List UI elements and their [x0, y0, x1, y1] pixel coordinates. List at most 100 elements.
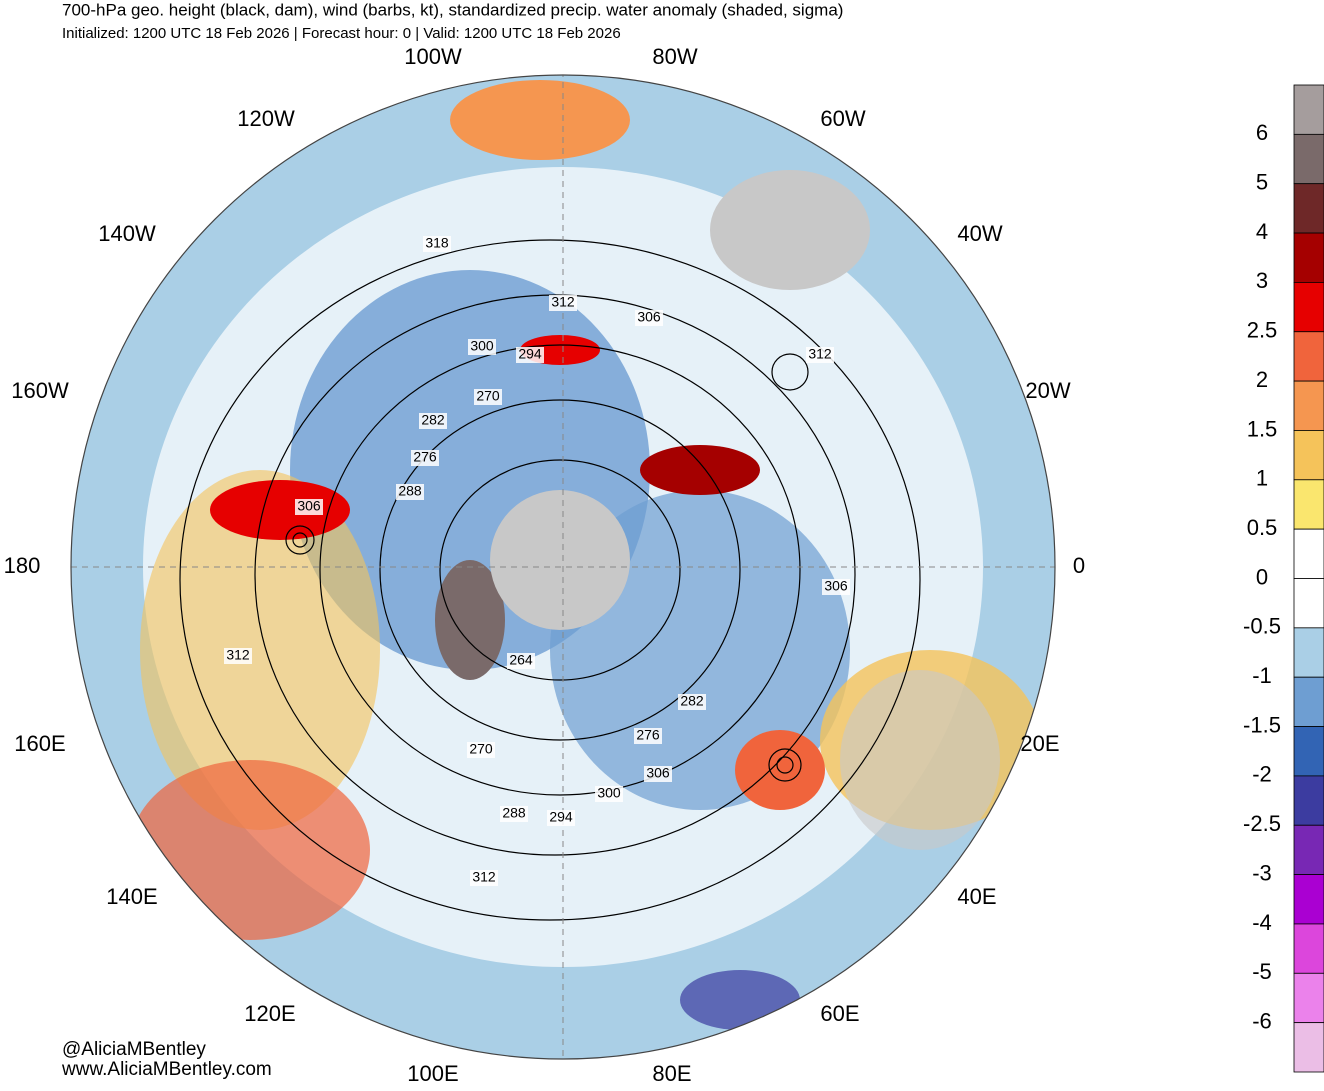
contour-label-bg: [468, 339, 496, 355]
contour-label: 300: [470, 338, 494, 354]
colorbar-box: [1293, 972, 1324, 1024]
contour-label: 276: [636, 727, 660, 743]
title: 700-hPa geo. height (black, dam), wind (…: [62, 0, 843, 19]
contour-label: 270: [469, 741, 493, 757]
colorbar-label: 2.5: [1247, 318, 1278, 343]
colorbar-label: 6: [1256, 120, 1268, 145]
colorbar-box: [1293, 627, 1324, 678]
colorbar-box: [1293, 824, 1324, 875]
longitude-label: 60W: [820, 106, 865, 131]
colorbar-box: [1293, 380, 1324, 431]
colorbar-box: [1293, 578, 1324, 629]
contour-label: 306: [824, 578, 848, 594]
contour-label: 306: [646, 765, 670, 781]
longitude-label: 100E: [407, 1061, 458, 1086]
colorbar-label: -1: [1252, 663, 1272, 688]
colorbar-box: [1293, 183, 1324, 234]
longitude-label: 40W: [957, 221, 1002, 246]
contour-label: 282: [421, 412, 445, 428]
longitude-label: 180: [4, 553, 41, 578]
colorbar-label: 0.5: [1247, 515, 1278, 540]
longitude-label: 80E: [652, 1061, 691, 1086]
longitude-label: 160E: [14, 731, 65, 756]
contour-label: 294: [518, 346, 542, 362]
contour-label-bg: [396, 484, 424, 500]
contour-label-bg: [224, 648, 252, 664]
contour-label: 282: [680, 693, 704, 709]
contour-label: 312: [226, 647, 250, 663]
longitude-labels: 100W 80W 60W 40W 20W 0 20E 40E 60E 80E 100E 120E 140…: [4, 44, 1085, 1086]
longitude-label: 100W: [404, 44, 462, 69]
contour-label-bg: [634, 728, 662, 744]
colorbar-box: [1293, 1022, 1324, 1073]
contour-label-bg: [635, 310, 663, 326]
subtitle: Initialized: 1200 UTC 18 Feb 2026 | Fore…: [62, 25, 621, 42]
colorbar-label: 2: [1256, 367, 1268, 392]
colorbar-label: 1: [1256, 466, 1268, 491]
contour-label-bg: [547, 810, 575, 826]
contour-label-bg: [467, 742, 495, 758]
contour-label: 288: [398, 483, 422, 499]
contour-label: 306: [637, 309, 661, 325]
longitude-label: 140E: [106, 884, 157, 909]
contour-label: 318: [425, 235, 449, 251]
contour-label-bg: [806, 347, 834, 363]
colorbar-box: [1293, 232, 1324, 283]
contour-label-bg: [295, 499, 323, 515]
colorbar-box: [1293, 84, 1324, 135]
colorbar-box: [1293, 775, 1324, 826]
contour-label-bg: [423, 236, 451, 252]
longitude-label: 0: [1073, 553, 1085, 578]
contour-label-bg: [411, 450, 439, 466]
colorbar-label: -5: [1252, 959, 1272, 984]
contour-label-bg: [595, 786, 623, 802]
map-border: [70, 74, 1056, 1060]
contour-label-bg: [516, 347, 544, 363]
longitude-label: 160W: [11, 378, 69, 403]
contour-label: 264: [509, 652, 533, 668]
colorbar-label: -0.5: [1243, 614, 1281, 639]
contour-label: 312: [551, 294, 575, 310]
colorbar-label: -2.5: [1243, 811, 1281, 836]
contour-label: 288: [502, 805, 526, 821]
contour-label: 276: [413, 449, 437, 465]
contour-labels: 318 312 306 312 300 294 270 282 276 288 306 306 312 2…: [224, 235, 850, 886]
contour-label: 300: [597, 785, 621, 801]
contour-label-bg: [507, 653, 535, 669]
contour-label-bg: [822, 579, 850, 595]
contour-label: 270: [476, 388, 500, 404]
contour-label-bg: [419, 413, 447, 429]
contour-label: 312: [472, 869, 496, 885]
contour-label-bg: [470, 870, 498, 886]
colorbar-box: [1293, 133, 1324, 185]
longitude-label: 120E: [244, 1001, 295, 1026]
contour-label-bg: [678, 694, 706, 710]
contour-label: 306: [297, 498, 321, 514]
longitude-label: 40E: [957, 884, 996, 909]
colorbar-label: 5: [1256, 170, 1268, 195]
colorbar-box: [1293, 281, 1324, 333]
credit: @AliciaMBentley: [62, 1039, 206, 1060]
colorbar: 6 5 4 3 2.5 2 1.5 1 0.5 0 -0.5 -1 -1.5 -2 -2.5 -3 -4 -5 -6: [1243, 84, 1324, 1073]
colorbar-box: [1293, 528, 1324, 579]
longitude-label: 20W: [1025, 378, 1070, 403]
colorbar-box: [1293, 676, 1324, 727]
longitude-label: 120W: [237, 106, 295, 131]
contour-label: 312: [808, 346, 832, 362]
colorbar-label: 0: [1256, 564, 1268, 589]
colorbar-label: 3: [1256, 268, 1268, 293]
longitude-label: 80W: [652, 44, 697, 69]
colorbar-label: -3: [1252, 860, 1272, 885]
map-disk: [71, 75, 1055, 1059]
colorbar-label: 1.5: [1247, 416, 1278, 441]
contour-label-bg: [474, 389, 502, 405]
colorbar-box: [1293, 874, 1324, 925]
contour-label-bg: [500, 806, 528, 822]
longitude-label: 60E: [820, 1001, 859, 1026]
longitude-label: 140W: [98, 221, 156, 246]
colorbar-label: -6: [1252, 1008, 1272, 1033]
contour-label: 294: [549, 809, 573, 825]
longitude-label: 20E: [1020, 731, 1059, 756]
colorbar-box: [1293, 726, 1324, 777]
